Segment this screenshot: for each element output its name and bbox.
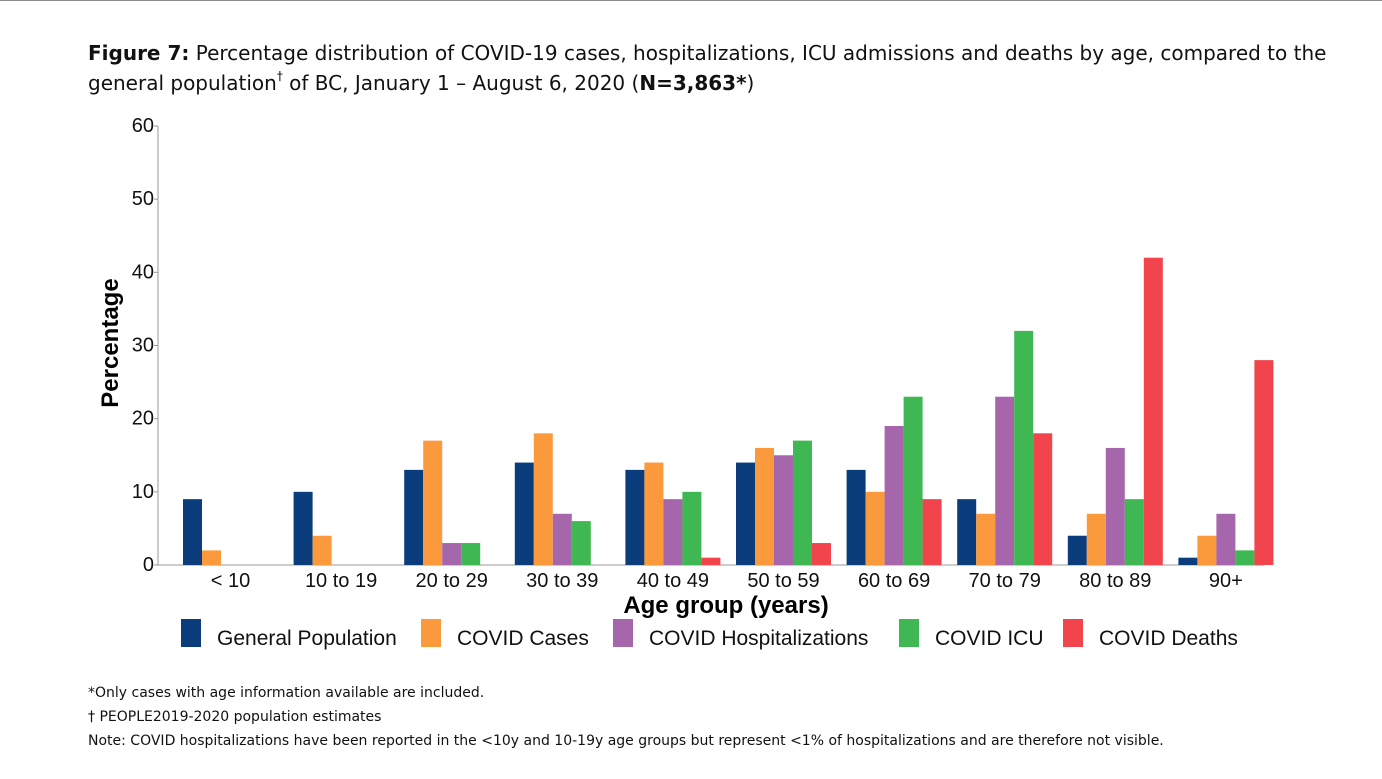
bar-covid-cases-5 bbox=[755, 447, 774, 565]
y-tick-label: 40 bbox=[132, 261, 154, 283]
bar-general-population-6 bbox=[846, 469, 866, 565]
y-tick-label: 30 bbox=[132, 335, 154, 357]
title-text: Percentage distribution of COVID-19 case… bbox=[88, 41, 1327, 95]
bar-covid-hospitalizations-7 bbox=[995, 396, 1015, 565]
bar-covid-cases-3 bbox=[533, 433, 553, 565]
bar-covid-cases-1 bbox=[312, 535, 332, 565]
bar-covid-deaths-7 bbox=[1033, 433, 1053, 565]
figure-title: Figure 7: Percentage distribution of COV… bbox=[88, 38, 1348, 98]
y-axis-label: Percentage bbox=[97, 278, 124, 407]
bar-covid-icu-3 bbox=[571, 521, 591, 565]
bar-covid-deaths-9 bbox=[1254, 360, 1274, 565]
bar-covid-cases-4 bbox=[644, 462, 664, 565]
bar-covid-cases-2 bbox=[423, 440, 443, 565]
y-tick-label: 20 bbox=[132, 408, 154, 430]
bar-covid-deaths-6 bbox=[922, 499, 942, 565]
x-tick-label: 40 to 49 bbox=[637, 570, 709, 592]
bar-general-population-2 bbox=[404, 469, 424, 565]
legend-swatch-covid-deaths bbox=[1063, 619, 1083, 647]
bar-covid-hospitalizations-4 bbox=[663, 499, 683, 565]
bar-covid-hospitalizations-3 bbox=[552, 513, 572, 565]
bar-covid-icu-2 bbox=[461, 543, 481, 565]
x-tick-label: 20 to 29 bbox=[416, 570, 488, 592]
x-axis-label: Age group (years) bbox=[623, 592, 828, 619]
y-tick-label: 50 bbox=[132, 188, 154, 210]
legend-swatch-covid-hospitalizations bbox=[613, 619, 633, 647]
footnotes: *Only cases with age information availab… bbox=[88, 681, 1164, 753]
bar-general-population-3 bbox=[514, 462, 534, 565]
bar-covid-cases-9 bbox=[1197, 535, 1217, 565]
y-tick-label: 60 bbox=[132, 115, 154, 137]
bar-general-population-1 bbox=[293, 491, 313, 565]
x-tick-label: 90+ bbox=[1209, 570, 1243, 592]
bar-general-population-0 bbox=[183, 499, 202, 565]
bar-covid-hospitalizations-6 bbox=[884, 425, 904, 565]
y-tick-label: 10 bbox=[132, 481, 154, 503]
legend-swatch-covid-icu bbox=[899, 619, 919, 647]
x-tick-label: 80 to 89 bbox=[1079, 570, 1151, 592]
legend-label: COVID Deaths bbox=[1099, 627, 1238, 650]
footnote-age-info: *Only cases with age information availab… bbox=[88, 685, 485, 701]
legend-label: COVID Hospitalizations bbox=[649, 627, 868, 650]
bar-general-population-4 bbox=[625, 469, 645, 565]
legend-swatch-covid-cases bbox=[421, 619, 441, 647]
x-tick-label: 30 to 39 bbox=[526, 570, 598, 592]
bar-covid-icu-9 bbox=[1235, 550, 1255, 565]
footnote-population-source: † PEOPLE2019-2020 population estimates bbox=[88, 709, 382, 725]
dagger-mark: † bbox=[276, 69, 283, 84]
x-axis: < 10 10 to 19 20 to 29 30 to 39 40 to 49 50 t… bbox=[158, 564, 1264, 592]
x-tick-label: 60 to 69 bbox=[858, 570, 930, 592]
bar-general-population-8 bbox=[1067, 535, 1087, 565]
bars bbox=[183, 257, 1274, 565]
legend: General Population COVID Cases COVID Hospi… bbox=[181, 619, 1238, 650]
footnote-hospitalizations-note: Note: COVID hospitalizations have been r… bbox=[88, 733, 1164, 749]
figure-label: Figure 7: bbox=[88, 41, 190, 65]
bar-covid-deaths-5 bbox=[812, 543, 831, 565]
bar-covid-cases-8 bbox=[1086, 513, 1106, 565]
x-tick-label: < 10 bbox=[211, 570, 250, 592]
x-tick-label: 10 to 19 bbox=[305, 570, 377, 592]
y-axis: 0 10 20 30 40 50 60 bbox=[132, 115, 159, 576]
title-text-after: of BC, January 1 – August 6, 2020 ( bbox=[289, 71, 640, 95]
bar-covid-hospitalizations-9 bbox=[1216, 513, 1236, 565]
x-tick-label: 70 to 79 bbox=[969, 570, 1041, 592]
bar-covid-hospitalizations-5 bbox=[774, 455, 793, 565]
bar-covid-cases-0 bbox=[202, 550, 221, 565]
bar-covid-icu-5 bbox=[793, 440, 812, 565]
legend-label: General Population bbox=[217, 627, 397, 650]
sample-size: N=3,863* bbox=[639, 71, 747, 95]
y-tick-label: 0 bbox=[143, 554, 154, 576]
legend-swatch-general-population bbox=[181, 619, 201, 647]
bar-covid-deaths-4 bbox=[701, 557, 721, 565]
title-close: ) bbox=[746, 71, 755, 95]
bar-covid-icu-6 bbox=[903, 396, 923, 565]
bar-covid-icu-4 bbox=[682, 491, 702, 565]
bar-general-population-5 bbox=[736, 462, 755, 565]
top-border bbox=[0, 0, 1382, 1]
bar-covid-deaths-8 bbox=[1143, 257, 1163, 565]
bar-general-population-9 bbox=[1178, 557, 1198, 565]
bar-general-population-7 bbox=[957, 499, 977, 565]
bar-covid-icu-8 bbox=[1124, 499, 1144, 565]
bar-covid-cases-6 bbox=[865, 491, 885, 565]
legend-label: COVID Cases bbox=[457, 627, 589, 650]
bar-covid-hospitalizations-8 bbox=[1105, 447, 1125, 565]
x-tick-label: 50 to 59 bbox=[747, 570, 819, 592]
bar-covid-hospitalizations-2 bbox=[442, 543, 462, 565]
legend-label: COVID ICU bbox=[935, 627, 1044, 650]
bar-covid-icu-7 bbox=[1014, 330, 1034, 565]
bar-covid-cases-7 bbox=[976, 513, 996, 565]
